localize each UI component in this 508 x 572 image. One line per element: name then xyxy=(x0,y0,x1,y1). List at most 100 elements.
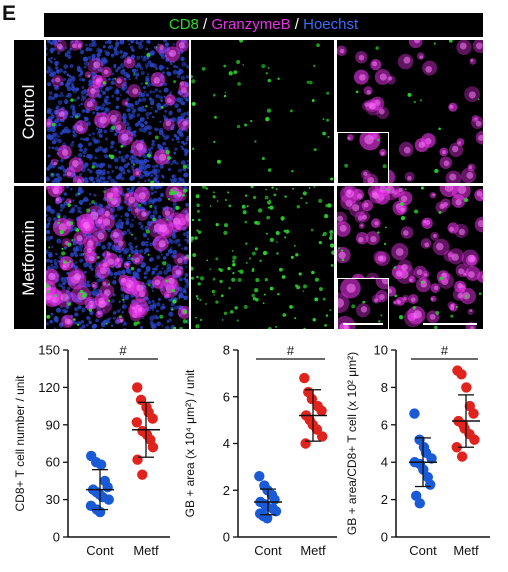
nucleus-dot xyxy=(95,203,99,208)
nucleus-dot xyxy=(55,307,62,313)
granzyme-core xyxy=(103,289,111,296)
cd8-cell xyxy=(375,46,379,50)
nucleus-dot xyxy=(59,305,63,309)
nucleus-dot xyxy=(79,49,85,55)
y-tick-label: 90 xyxy=(46,417,60,432)
granzyme-core xyxy=(343,325,349,329)
nucleus-dot xyxy=(125,52,129,56)
nucleus-dot xyxy=(92,111,96,115)
nucleus-dot xyxy=(167,71,172,77)
nucleus-dot xyxy=(95,56,101,62)
nucleus-dot xyxy=(121,83,125,87)
cd8-cell xyxy=(251,251,256,256)
nucleus-dot xyxy=(46,236,51,242)
nucleus-dot xyxy=(136,121,141,126)
cd8-cell xyxy=(183,309,188,314)
nucleus-dot xyxy=(119,205,124,210)
nucleus-dot xyxy=(65,309,69,313)
nucleus-dot xyxy=(150,191,154,196)
cd8-cell xyxy=(196,229,199,232)
cd8-cell xyxy=(322,118,325,121)
granzyme-core xyxy=(82,221,91,229)
nucleus-dot xyxy=(184,238,187,242)
nucleus-dot xyxy=(174,147,178,151)
nucleus-dot xyxy=(80,137,83,141)
nucleus-dot xyxy=(131,186,136,190)
granzyme-core xyxy=(469,326,475,329)
nucleus-dot xyxy=(138,43,144,50)
cd8-cell xyxy=(68,260,72,264)
cd8-cell xyxy=(171,308,174,311)
granzyme-core xyxy=(481,274,483,280)
cd8-cell xyxy=(246,205,249,208)
nucleus-dot xyxy=(141,227,144,231)
cd8-cell xyxy=(328,236,333,241)
granzyme-core xyxy=(400,195,408,202)
cd8-cell xyxy=(199,276,205,281)
nucleus-dot xyxy=(50,112,54,116)
micrograph-control-granzymeb xyxy=(337,40,483,183)
nucleus-dot xyxy=(97,145,103,152)
cd8-cell xyxy=(455,305,459,309)
cd8-cell xyxy=(302,284,308,289)
x-tick-label: Cont xyxy=(86,543,114,558)
nucleus-dot xyxy=(51,72,55,77)
nucleus-dot xyxy=(61,94,65,97)
nucleus-dot xyxy=(120,55,124,59)
granzyme-core xyxy=(99,116,107,124)
nucleus-dot xyxy=(77,186,83,191)
nucleus-dot xyxy=(72,247,78,252)
nucleus-dot xyxy=(80,242,83,245)
granzyme-core xyxy=(367,177,375,183)
granzyme-core xyxy=(470,58,474,62)
cd8-cell xyxy=(213,140,216,143)
panel-letter: E xyxy=(2,2,17,25)
nucleus-dot xyxy=(180,75,186,81)
cd8-cell xyxy=(237,82,241,86)
significance-marker: # xyxy=(119,343,127,358)
nucleus-dot xyxy=(53,327,57,329)
nucleus-dot xyxy=(71,108,76,113)
nucleus-dot xyxy=(91,324,97,329)
nucleus-dot xyxy=(172,202,177,207)
nucleus-dot xyxy=(131,219,134,222)
cd8-cell xyxy=(223,94,227,98)
nucleus-dot xyxy=(102,309,106,312)
nucleus-dot xyxy=(71,82,74,86)
nucleus-dot xyxy=(50,263,54,267)
nucleus-dot xyxy=(156,265,159,268)
x-tick-label: Cont xyxy=(409,543,437,558)
nucleus-dot xyxy=(83,155,86,158)
nucleus-dot xyxy=(98,289,103,294)
cd8-cell xyxy=(214,116,217,119)
nucleus-dot xyxy=(152,209,158,215)
nucleus-dot xyxy=(170,62,173,66)
nucleus-dot xyxy=(54,85,59,89)
y-tick-label: 60 xyxy=(46,455,60,470)
granzyme-core xyxy=(92,284,96,288)
granzyme-core xyxy=(110,114,117,122)
nucleus-dot xyxy=(143,126,148,131)
nucleus-dot xyxy=(135,73,139,78)
cd8-cell xyxy=(237,277,242,283)
cd8-cell xyxy=(91,165,95,169)
nucleus-dot xyxy=(69,104,75,110)
nucleus-dot xyxy=(126,228,131,233)
nucleus-dot xyxy=(79,148,83,152)
cd8-cell xyxy=(245,242,248,245)
cd8-cell xyxy=(242,210,247,215)
cd8-cell xyxy=(234,306,238,310)
nucleus-dot xyxy=(145,243,149,247)
granzyme-core xyxy=(468,91,476,99)
granzyme-core xyxy=(95,78,101,83)
granzyme-core xyxy=(55,77,61,83)
nucleus-dot xyxy=(85,262,88,265)
nucleus-dot xyxy=(171,138,175,141)
granzyme-core xyxy=(396,299,401,304)
nucleus-dot xyxy=(60,203,66,210)
nucleus-dot xyxy=(73,98,77,102)
nucleus-dot xyxy=(78,77,82,82)
data-point xyxy=(468,408,479,419)
cd8-cell xyxy=(118,315,123,319)
nucleus-dot xyxy=(162,175,165,179)
